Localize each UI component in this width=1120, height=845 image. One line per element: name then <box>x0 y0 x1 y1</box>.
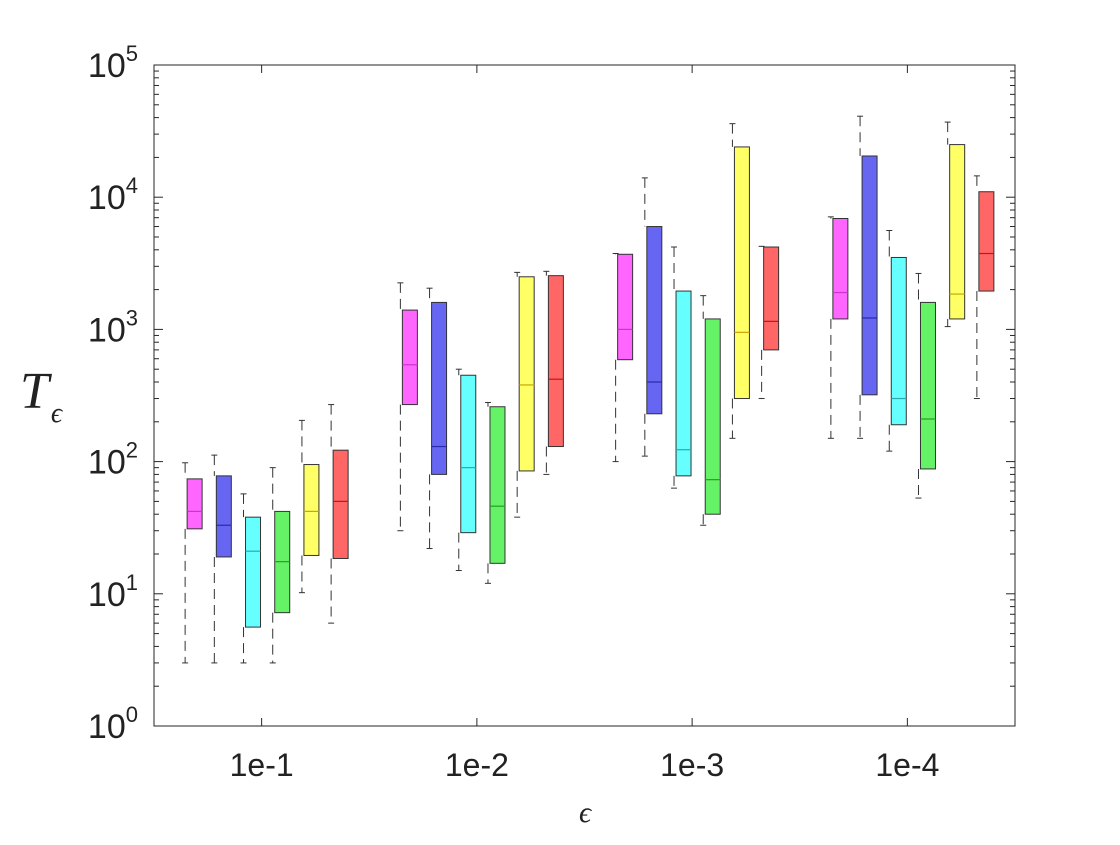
y-tick-label-100: 102 <box>88 438 138 482</box>
box-1e-3-s5 <box>733 146 750 400</box>
box-1e-4-s5 <box>949 144 966 320</box>
y-tick-label-base: 10 <box>88 311 126 349</box>
x-axis-label: ϵ <box>579 796 593 829</box>
y-tick-label-base: 10 <box>88 179 126 217</box>
box-1e-2-s3 <box>460 374 477 534</box>
y-tick-label-exponent: 3 <box>126 305 138 330</box>
y-axis-label: Tϵ <box>20 363 64 429</box>
y-tick-label-exponent: 5 <box>126 41 138 66</box>
box-1e-1-s5 <box>303 464 320 556</box>
box-1e-2-s5 <box>518 276 535 472</box>
box-1e-3-s4 <box>704 318 721 515</box>
box-1e-1-s3 <box>245 516 262 628</box>
x-tick-label-1e-1: 1e-1 <box>230 747 294 783</box>
x-tick-label-1e-4: 1e-4 <box>875 747 939 783</box>
plot-frame <box>153 64 1016 727</box>
x-tick-label-1e-3: 1e-3 <box>660 747 724 783</box>
box-1e-4-s3 <box>890 256 907 426</box>
y-tick-label-exponent: 2 <box>126 438 138 463</box>
y-tick-label-base: 10 <box>88 708 126 746</box>
box-1e-3-s1 <box>617 253 634 361</box>
y-tick-label-10: 101 <box>88 570 138 614</box>
x-tick-label-1e-2: 1e-2 <box>445 747 509 783</box>
y-tick-label-exponent: 0 <box>126 702 138 727</box>
box-1e-4-s4 <box>919 301 936 470</box>
box-1e-4-s1 <box>832 218 849 320</box>
y-tick-label-base: 10 <box>88 47 126 85</box>
y-tick-label-base: 10 <box>88 576 126 614</box>
y-tick-label-10000: 104 <box>88 173 138 217</box>
box-1e-4-s2 <box>861 155 878 396</box>
box-1e-3-s2 <box>646 226 663 415</box>
box-1e-1-s2 <box>215 475 232 558</box>
box-1e-2-s1 <box>401 309 418 406</box>
box-1e-3-s3 <box>675 290 692 477</box>
box-1e-3-s6 <box>763 246 780 351</box>
y-tick-label-1: 100 <box>88 702 138 746</box>
y-axis-label-main: T <box>20 363 52 420</box>
plot-layer <box>182 115 995 664</box>
y-axis-label-subscript: ϵ <box>51 398 64 429</box>
box-1e-1-s6 <box>332 449 349 559</box>
y-tick-label-exponent: 1 <box>126 570 138 595</box>
box-1e-2-s6 <box>547 275 564 448</box>
y-tick-label-100000: 105 <box>88 41 138 85</box>
y-tick-label-1000: 103 <box>88 305 138 349</box>
box-1e-2-s4 <box>489 406 506 564</box>
y-tick-label-base: 10 <box>88 444 126 482</box>
box-1e-1-s1 <box>186 478 203 530</box>
box-1e-2-s2 <box>431 301 448 475</box>
box-1e-4-s6 <box>978 191 995 292</box>
y-tick-label-exponent: 4 <box>126 173 138 198</box>
